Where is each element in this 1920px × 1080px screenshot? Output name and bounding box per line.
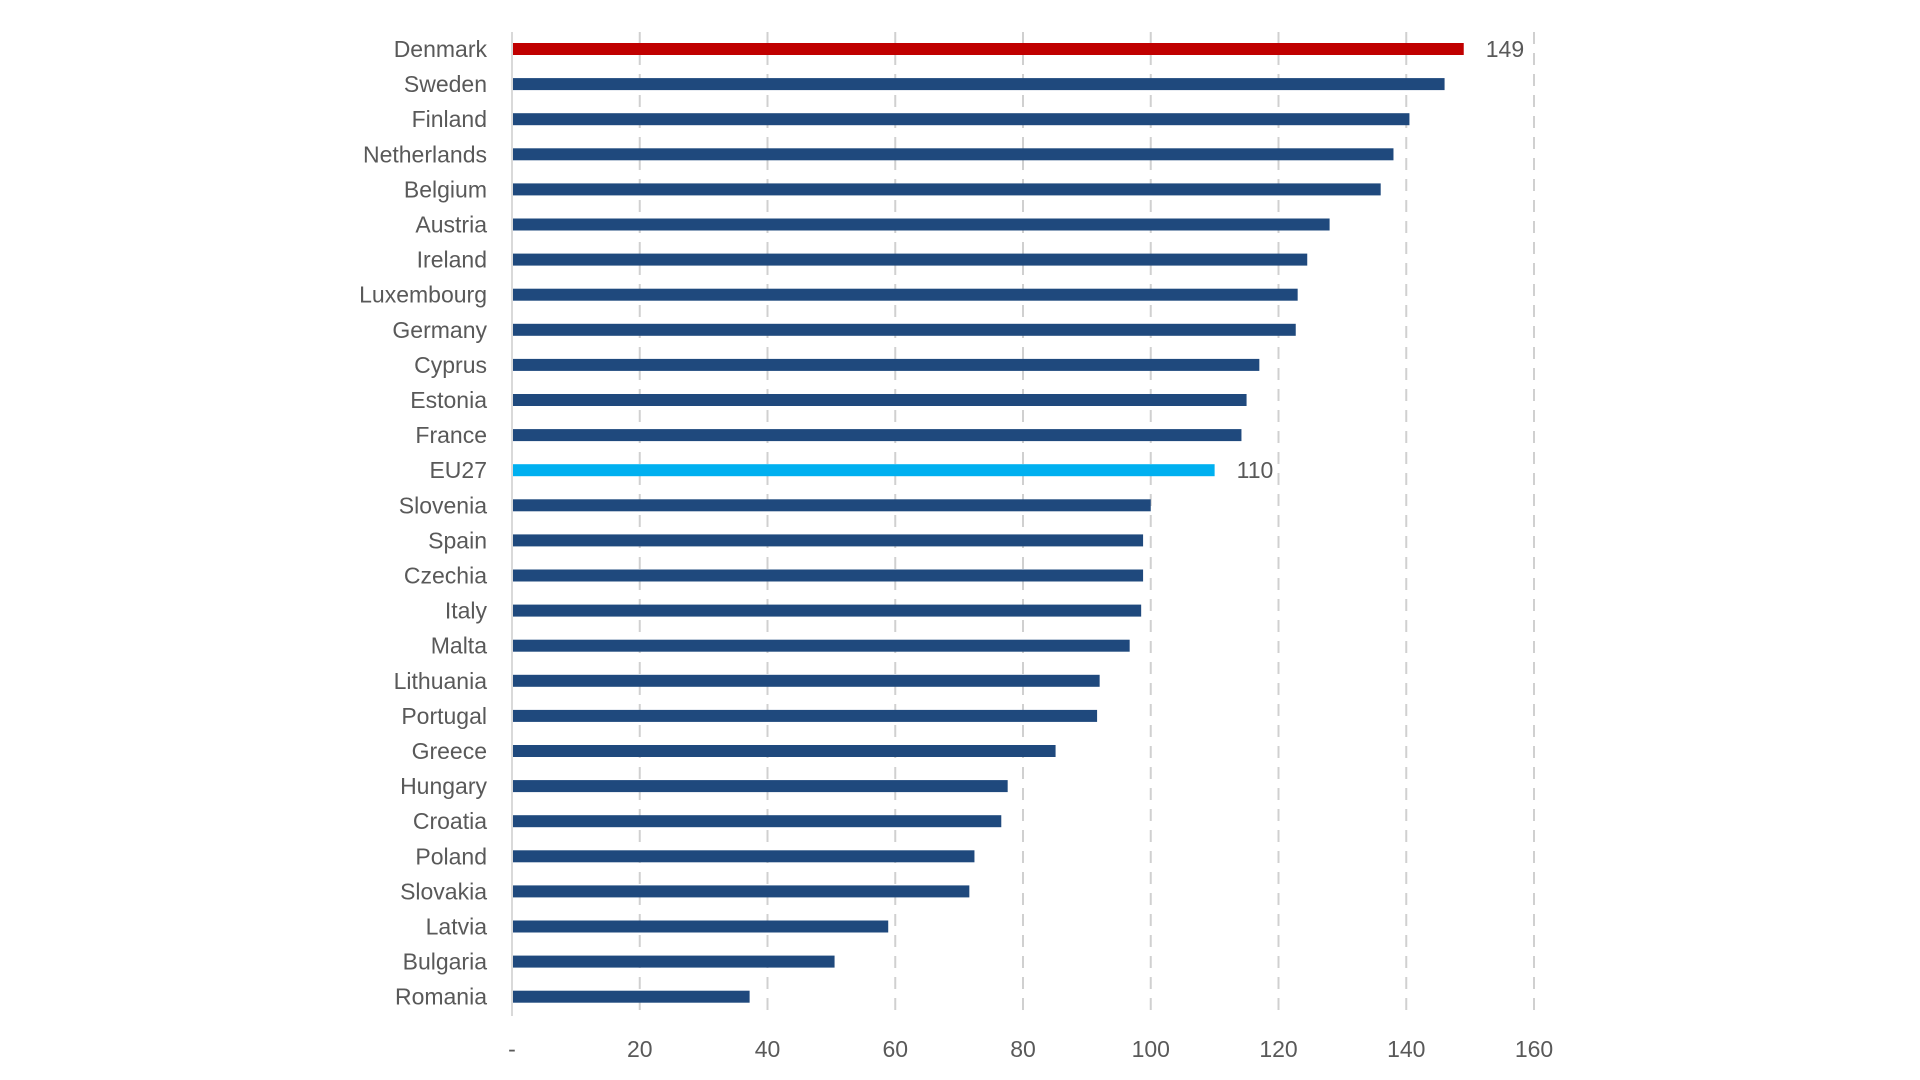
- category-label: France: [415, 422, 487, 448]
- bar-luxembourg: [513, 288, 1298, 301]
- category-label: Spain: [428, 527, 487, 553]
- bar-sweden: [513, 78, 1445, 91]
- bar-spain: [513, 534, 1144, 547]
- data-label: 110: [1237, 457, 1274, 483]
- bar-portugal: [513, 709, 1098, 722]
- category-label: Hungary: [400, 773, 487, 799]
- x-tick-label: 60: [882, 1036, 908, 1062]
- category-label: Romania: [395, 984, 487, 1010]
- x-tick-label: 100: [1132, 1036, 1170, 1062]
- category-label: Austria: [415, 212, 487, 238]
- category-label: Malta: [431, 633, 487, 659]
- x-tick-label: 40: [755, 1036, 781, 1062]
- category-label: Ireland: [417, 247, 487, 273]
- bar-finland: [513, 113, 1410, 126]
- bar-bulgaria: [513, 955, 835, 968]
- bar-netherlands: [513, 148, 1394, 161]
- bar-czechia: [513, 569, 1144, 582]
- category-label: Sweden: [404, 71, 487, 97]
- category-label: Finland: [412, 106, 487, 132]
- bar-denmark: [513, 43, 1464, 55]
- category-label: Luxembourg: [359, 282, 487, 308]
- category-label: Poland: [415, 843, 487, 869]
- bar-austria: [513, 218, 1330, 231]
- x-tick-label: 20: [627, 1036, 653, 1062]
- category-label: EU27: [429, 457, 487, 483]
- category-label: Latvia: [426, 914, 488, 940]
- bar-croatia: [513, 815, 1002, 828]
- category-label: Netherlands: [363, 141, 487, 167]
- category-label: Portugal: [401, 703, 487, 729]
- bar-italy: [513, 604, 1142, 617]
- category-label: Lithuania: [394, 668, 488, 694]
- category-label: Estonia: [410, 387, 487, 413]
- category-label: Czechia: [404, 563, 487, 589]
- bar-germany: [513, 323, 1296, 336]
- bar-lithuania: [513, 674, 1100, 687]
- category-label: Slovakia: [400, 878, 487, 904]
- category-label: Croatia: [413, 808, 487, 834]
- category-label: Greece: [412, 738, 487, 764]
- category-label: Belgium: [404, 176, 487, 202]
- bar-eu27: [513, 464, 1215, 477]
- category-label: Bulgaria: [403, 949, 488, 975]
- bar-greece: [513, 745, 1056, 757]
- bar-ireland: [513, 253, 1308, 266]
- category-label: Denmark: [394, 36, 488, 62]
- bar-france: [513, 429, 1242, 442]
- bar-cyprus: [513, 358, 1260, 371]
- bar-estonia: [513, 394, 1247, 406]
- data-label: 149: [1486, 36, 1524, 62]
- bar-belgium: [513, 183, 1381, 196]
- bar-poland: [513, 850, 975, 863]
- x-tick-label: 80: [1010, 1036, 1036, 1062]
- bar-malta: [513, 639, 1130, 652]
- category-label: Italy: [445, 598, 488, 624]
- x-tick-label: 120: [1259, 1036, 1297, 1062]
- bar-latvia: [513, 920, 889, 933]
- bar-slovenia: [513, 499, 1151, 512]
- x-tick-label: 140: [1387, 1036, 1425, 1062]
- bar-hungary: [513, 780, 1008, 793]
- category-label: Cyprus: [414, 352, 487, 378]
- x-tick-label: -: [508, 1036, 516, 1062]
- bar-slovakia: [513, 885, 970, 898]
- category-label: Germany: [392, 317, 487, 343]
- x-tick-label: 160: [1515, 1036, 1553, 1062]
- bar-romania: [513, 990, 750, 1003]
- category-label: Slovenia: [399, 492, 487, 518]
